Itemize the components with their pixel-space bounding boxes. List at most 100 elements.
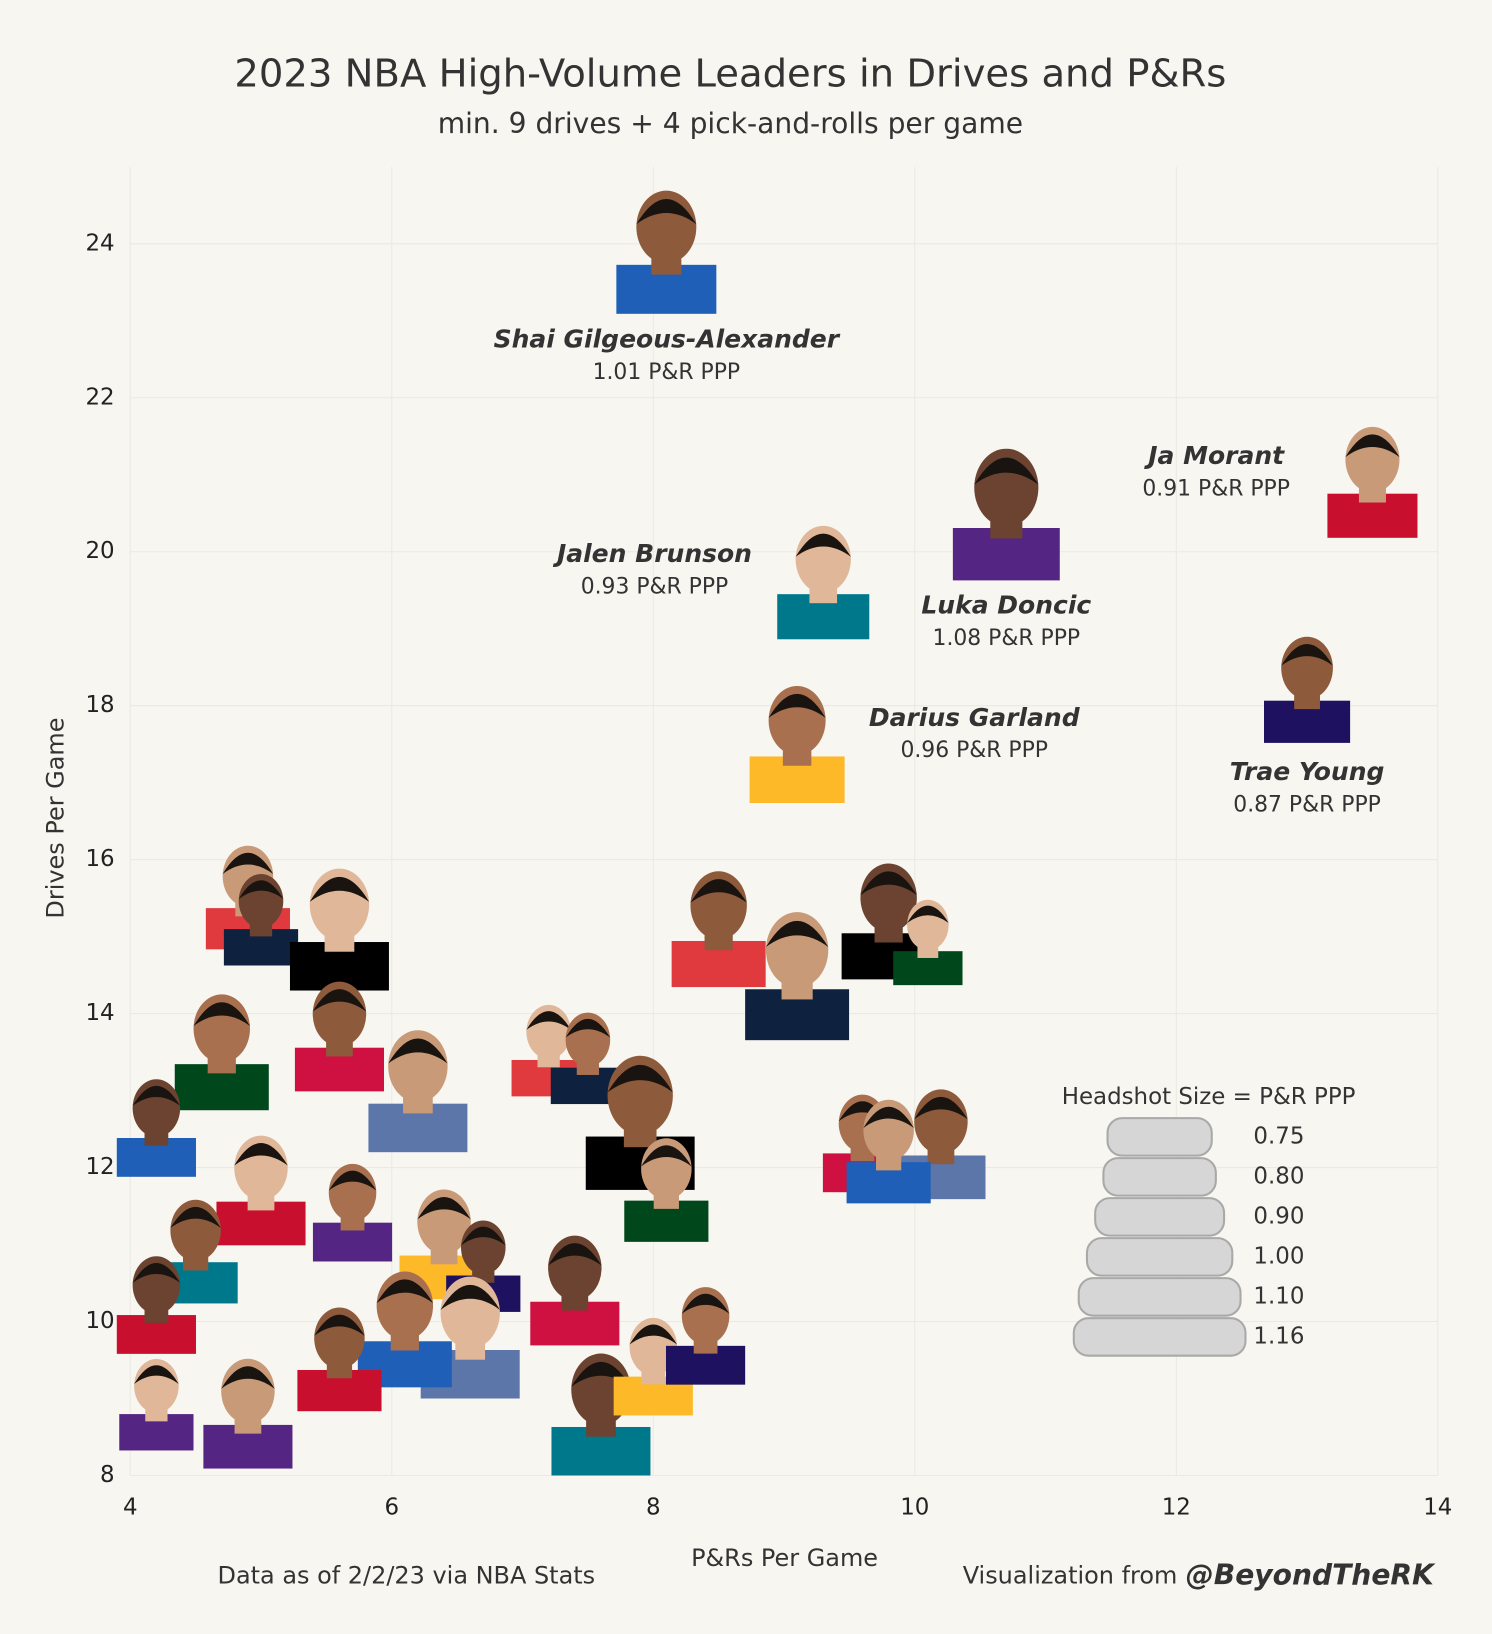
x-tick-label: 12 xyxy=(1162,1494,1191,1520)
hair xyxy=(907,905,949,924)
headshot xyxy=(223,874,299,966)
player-name: Ja Morant xyxy=(1143,441,1285,470)
headshot xyxy=(312,1163,393,1262)
legend-swatch xyxy=(1077,1277,1242,1317)
headshot xyxy=(116,1079,196,1177)
y-axis-label: Drives Per Game xyxy=(41,718,69,919)
x-tick-label: 8 xyxy=(646,1494,661,1520)
x-tick-label: 6 xyxy=(384,1494,399,1520)
hair xyxy=(1345,434,1400,458)
hair xyxy=(607,1064,673,1093)
player-name: Trae Young xyxy=(1230,757,1385,786)
legend-swatch xyxy=(1085,1237,1234,1277)
hair xyxy=(565,1018,611,1038)
headshot xyxy=(289,868,389,991)
hair xyxy=(328,1170,377,1191)
hair xyxy=(681,1293,730,1314)
headshot xyxy=(777,525,870,640)
y-tick-label: 18 xyxy=(85,692,114,718)
hair xyxy=(863,1106,914,1128)
y-tick-label: 16 xyxy=(85,846,114,872)
hair xyxy=(134,1365,179,1384)
credit-prefix: Visualization from xyxy=(963,1562,1178,1590)
headshot xyxy=(745,912,850,1041)
hair xyxy=(132,1085,181,1106)
headshot xyxy=(216,1135,306,1246)
chart-subtitle: min. 9 drives + 4 pick-and-rolls per gam… xyxy=(438,107,1023,140)
headshot xyxy=(203,1358,293,1469)
headshot xyxy=(585,1055,695,1190)
x-axis-label: P&Rs Per Game xyxy=(691,1544,878,1572)
y-tick-label: 8 xyxy=(100,1462,115,1488)
legend-swatch xyxy=(1072,1317,1247,1357)
hair xyxy=(388,1038,448,1064)
headshot xyxy=(613,1317,693,1416)
marks: Shai Gilgeous-Alexander 1.01 P&R PPP Ja Mo… xyxy=(116,190,1418,1476)
hair xyxy=(548,1243,602,1266)
legend-swatch xyxy=(1094,1197,1226,1237)
hair xyxy=(309,876,370,902)
legend-label: 0.90 xyxy=(1253,1203,1304,1229)
headshot xyxy=(616,190,717,314)
x-tick-label: 10 xyxy=(900,1494,929,1520)
hair xyxy=(629,1324,678,1345)
headshot xyxy=(551,1353,651,1476)
legend-swatch xyxy=(1102,1157,1217,1197)
hair xyxy=(193,1002,250,1026)
legend-label: 1.16 xyxy=(1253,1323,1304,1349)
hair xyxy=(440,1284,500,1310)
player-name: Darius Garland xyxy=(869,703,1081,732)
hair xyxy=(221,1366,275,1389)
legend-label: 0.80 xyxy=(1253,1163,1304,1189)
hair xyxy=(571,1361,631,1387)
hair xyxy=(768,693,826,718)
credit-handle: @BeyondTheRK xyxy=(1186,1559,1436,1592)
ppp-label: 0.87 P&R PPP xyxy=(1233,793,1381,818)
headshot xyxy=(665,1287,746,1385)
headshot xyxy=(749,685,845,804)
hair xyxy=(690,879,747,903)
headshot xyxy=(119,1359,194,1451)
headshot xyxy=(1327,426,1418,538)
ppp-label: 0.93 P&R PPP xyxy=(581,574,729,599)
x-tick-label: 14 xyxy=(1423,1494,1452,1520)
note: Data as of 2/2/23 via NBA Stats xyxy=(218,1562,596,1590)
size-legend: Headshot Size = P&R PPP 0.75 0.80 0.90 1.00 1… xyxy=(1062,1084,1356,1357)
chart-title: 2023 NBA High-Volume Leaders in Drives a… xyxy=(234,52,1226,97)
y-tick-label: 10 xyxy=(85,1308,114,1334)
ppp-label: 1.01 P&R PPP xyxy=(593,360,741,385)
hair xyxy=(765,920,829,948)
y-tick-label: 22 xyxy=(85,384,114,410)
headshot xyxy=(952,448,1060,581)
legend-swatch xyxy=(1106,1117,1213,1157)
headshot xyxy=(297,1307,382,1412)
headshot xyxy=(671,871,766,988)
hair xyxy=(314,1314,365,1336)
hair xyxy=(234,1143,288,1166)
headshot xyxy=(530,1235,620,1346)
ppp-label: 1.08 P&R PPP xyxy=(933,626,1081,651)
legend-label: 0.75 xyxy=(1253,1123,1304,1149)
hair xyxy=(636,199,697,225)
headshot xyxy=(294,981,384,1092)
headshot xyxy=(846,1099,931,1204)
headshot xyxy=(624,1138,709,1242)
player-name: Jalen Brunson xyxy=(552,539,752,568)
hair xyxy=(461,1226,506,1246)
headshot xyxy=(116,1256,196,1354)
hair xyxy=(170,1206,221,1229)
hair xyxy=(914,1096,968,1120)
legend-label: 1.00 xyxy=(1253,1243,1304,1269)
hair xyxy=(417,1196,471,1220)
y-tick-label: 20 xyxy=(85,538,114,564)
player-name: Shai Gilgeous-Alexander xyxy=(494,325,841,354)
headshot xyxy=(174,994,269,1111)
legend-title: Headshot Size = P&R PPP xyxy=(1062,1084,1356,1110)
y-tick-label: 14 xyxy=(85,1000,114,1026)
player-name: Luka Doncic xyxy=(921,591,1091,620)
headshot xyxy=(1264,636,1351,743)
x-tick-label: 4 xyxy=(123,1494,138,1520)
hair xyxy=(795,533,851,557)
hair xyxy=(376,1279,434,1304)
